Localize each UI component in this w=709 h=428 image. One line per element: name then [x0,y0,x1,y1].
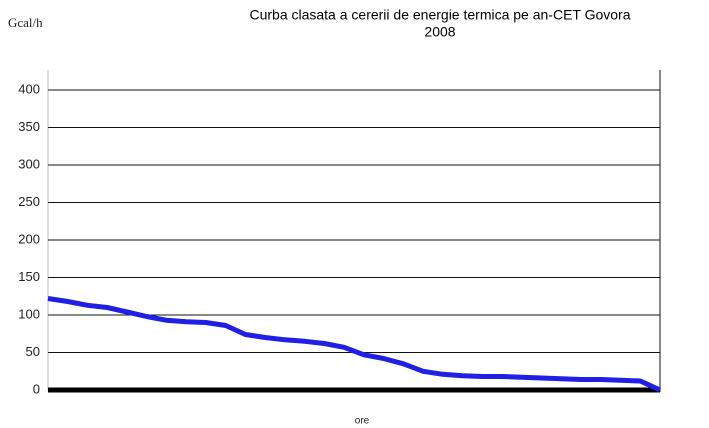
y-tick-label: 100 [18,306,40,321]
y-axis-label: Gcal/h [8,15,43,30]
y-tick-label: 350 [18,119,40,134]
y-tick-label: 300 [18,156,40,171]
data-line [47,296,662,393]
y-tick-label: 0 [33,381,40,396]
y-tick-label: 150 [18,269,40,284]
chart-title: 2008 [424,24,455,40]
chart-title: Curba clasata a cererii de energie termi… [249,7,630,23]
y-tick-label: 50 [26,344,40,359]
x-axis-label: ore [355,416,370,427]
y-tick-label: 400 [18,81,40,96]
y-tick-label: 250 [18,194,40,209]
y-tick-label: 200 [18,231,40,246]
